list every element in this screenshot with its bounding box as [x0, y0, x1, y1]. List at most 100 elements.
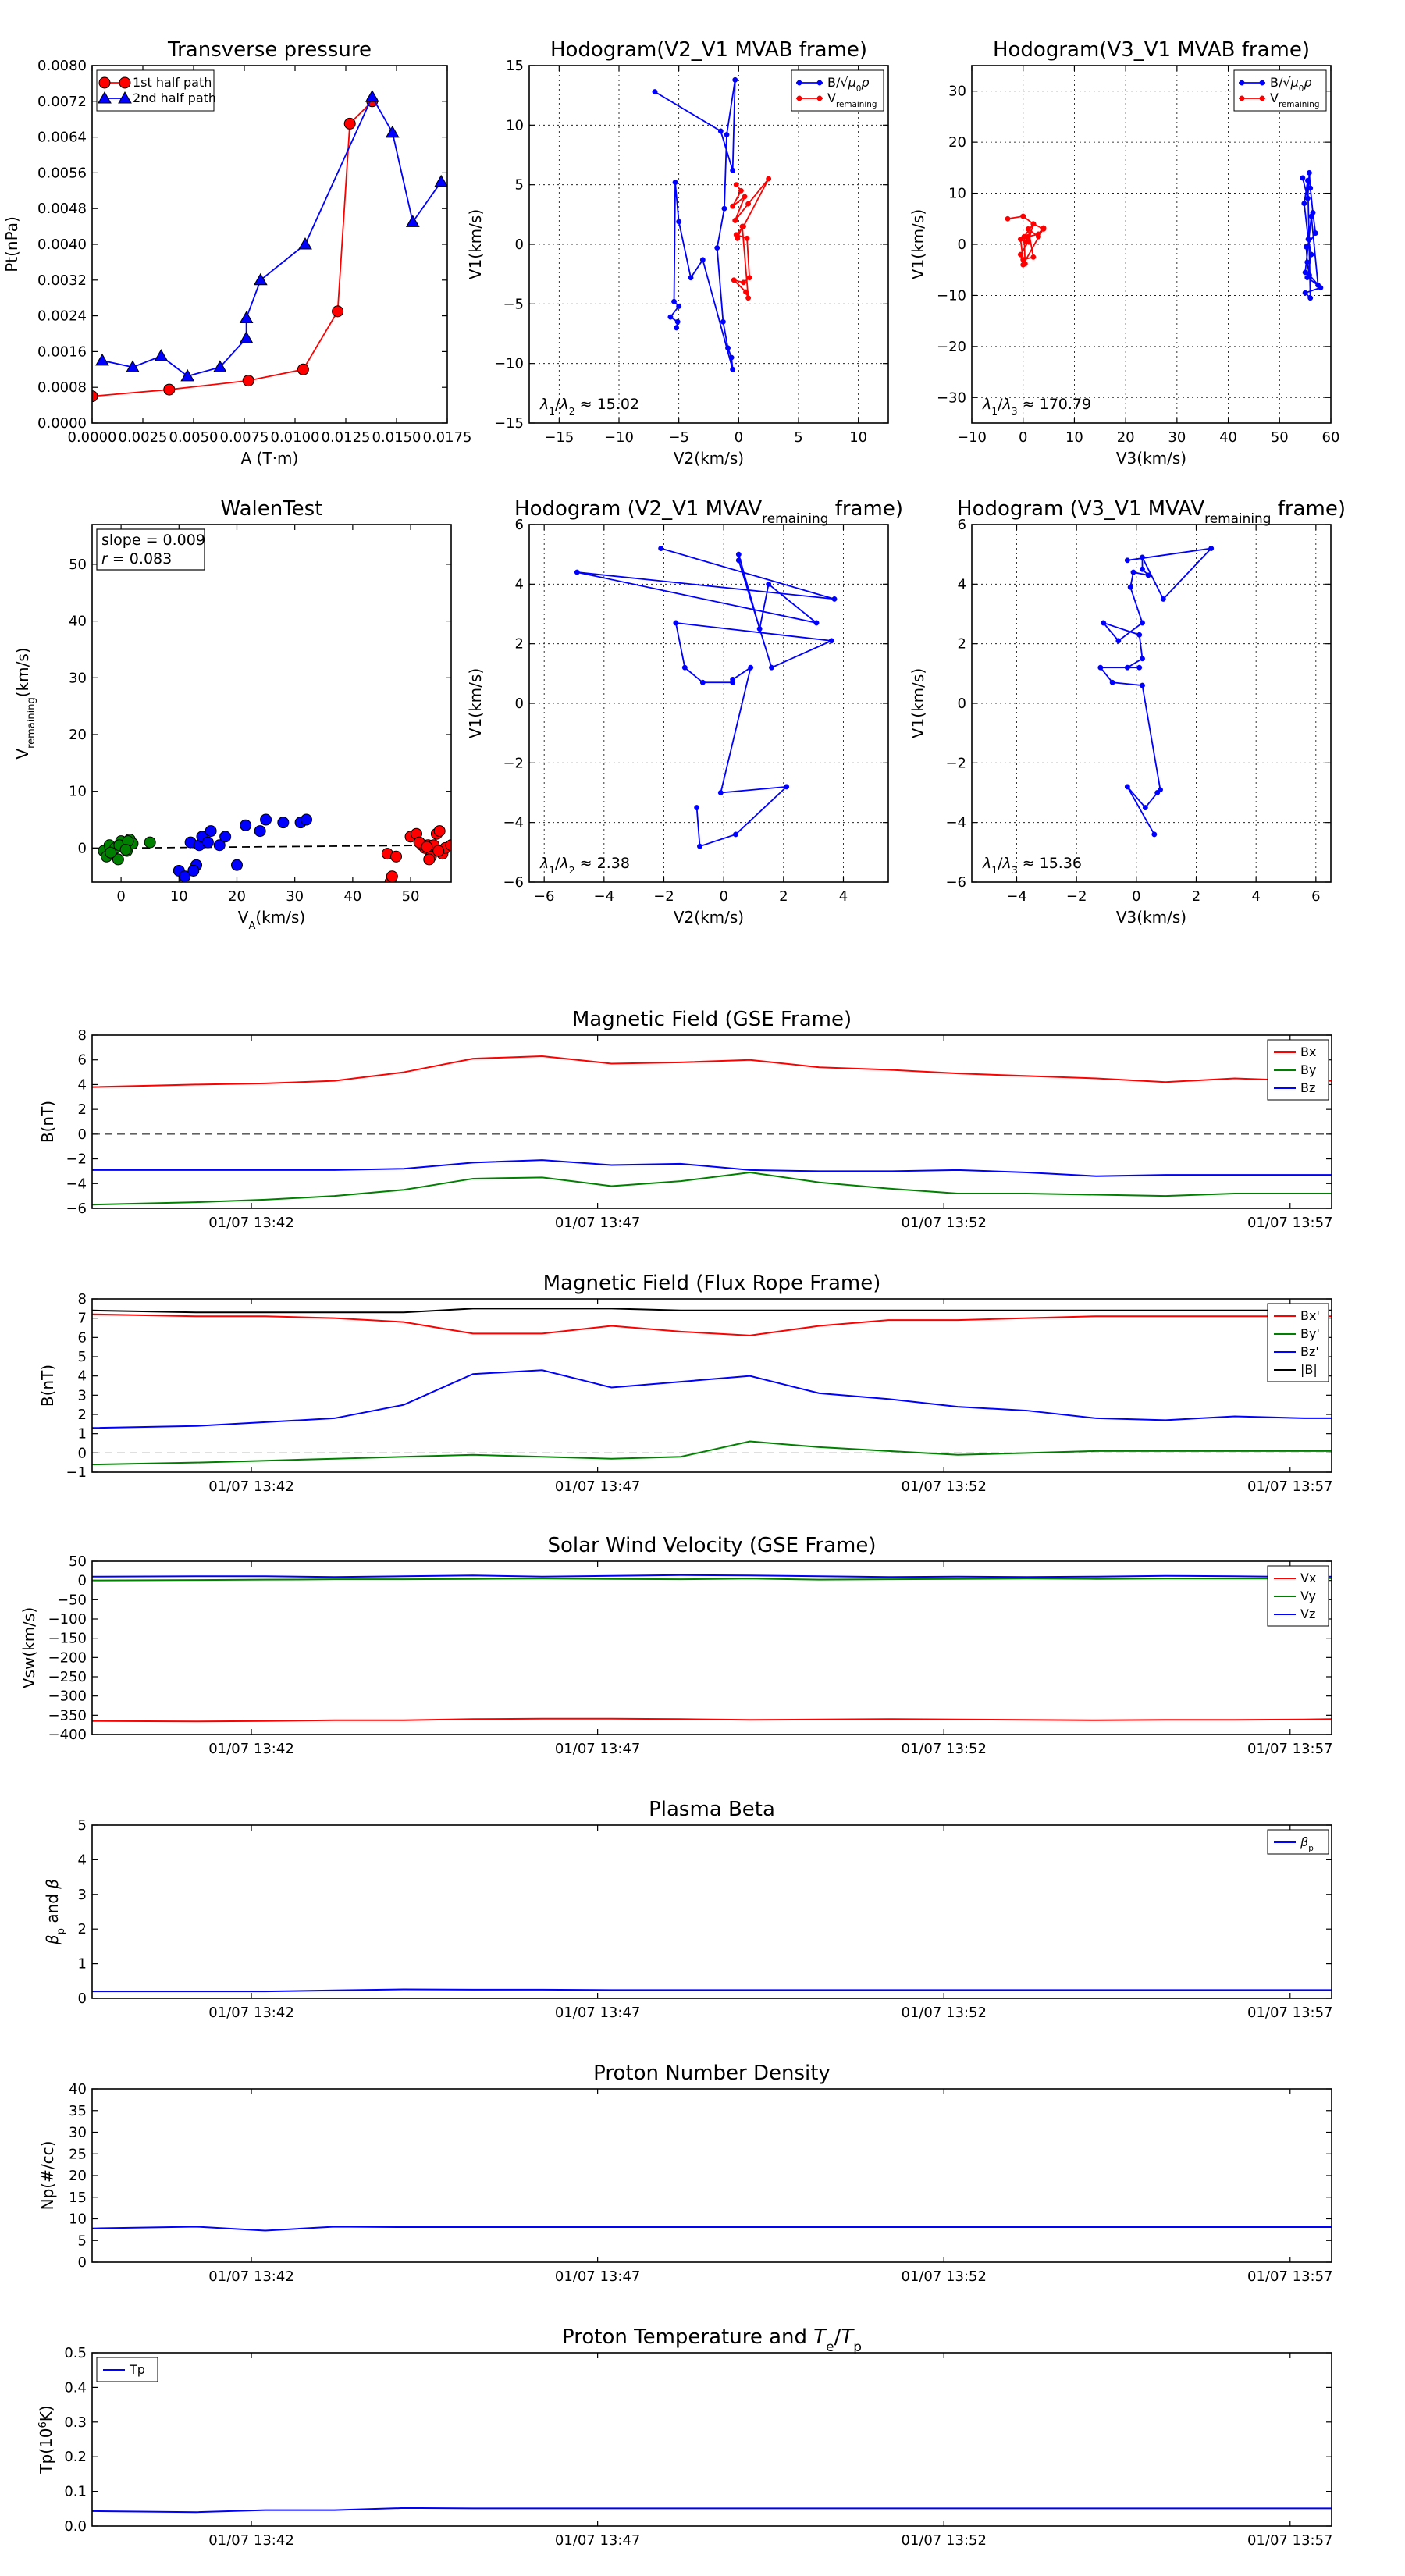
data-point [1308, 251, 1314, 258]
x-tick-label: 0.0100 [271, 429, 320, 446]
data-point [735, 557, 742, 564]
data-point [385, 125, 400, 138]
data-point [1307, 185, 1314, 191]
y-tick-label: −250 [48, 1669, 87, 1685]
x-tick-label: 01/07 13:57 [1247, 2532, 1332, 2549]
legend-label: |B| [1300, 1362, 1318, 1377]
legend-marker [796, 95, 802, 101]
legend: Bx' By' Bz' |B| [1267, 1303, 1329, 1382]
x-tick-label: 01/07 13:57 [1247, 2268, 1332, 2285]
data-point [1130, 569, 1136, 575]
y-tick-label: −10 [494, 356, 524, 372]
y-tick-label: −10 [937, 287, 966, 304]
data-point [254, 825, 266, 838]
series-line-Bx [92, 1055, 1332, 1088]
data-point [738, 187, 744, 194]
legend-marker [1239, 95, 1245, 101]
legend-box [1233, 69, 1327, 112]
data-point [163, 383, 176, 396]
data-point [784, 784, 790, 790]
y-tick-label: −4 [503, 815, 524, 831]
data-point [769, 664, 774, 671]
legend-label: B/√μ0ρ [1270, 75, 1312, 94]
x-tick-label: −15 [544, 429, 574, 446]
x-tick-label: 01/07 13:42 [208, 2532, 293, 2549]
data-point [1160, 596, 1166, 602]
data-point [219, 831, 232, 843]
data-point [1145, 572, 1151, 578]
y-tick-label: 0 [958, 237, 966, 253]
x-tick-label: 0.0025 [119, 429, 168, 446]
y-axis-label: V1(km/s) [909, 209, 927, 279]
data-point [1151, 831, 1158, 838]
data-point [748, 664, 754, 671]
data-point [1315, 282, 1321, 288]
data-point [733, 182, 739, 188]
y-tick-label: 4 [958, 576, 966, 592]
panel-hodogram-v2-v1-mvab: −15 −10 −5 0 5 10 −15 −10 −5 0 5 10 15 Hodogram(V2_V1… [466, 38, 889, 468]
panel-title: Proton Number Density [593, 2062, 831, 2085]
panel-title: Transverse pressure [167, 38, 372, 62]
data-point [724, 132, 730, 137]
x-tick-label: 0 [719, 888, 727, 905]
data-point [1308, 213, 1314, 219]
y-tick-label: 1 [78, 1956, 87, 1973]
x-tick-label: 01/07 13:52 [901, 1478, 986, 1495]
series-line-1 [101, 95, 442, 377]
x-tick-label: 01/07 13:52 [901, 1215, 986, 1231]
y-tick-label: 0.0072 [37, 94, 87, 110]
data-point [674, 325, 680, 331]
eigen-ratio-annotation: λ1/λ3 ≈ 170.79 [982, 396, 1091, 417]
data-point [733, 831, 738, 838]
data-point [694, 805, 700, 811]
x-axis-label: V3(km/s) [1116, 449, 1186, 468]
y-tick-label: 0.0016 [37, 343, 87, 360]
panel-hodogram-v3-v1-mvab: −10 0 10 20 30 40 50 60 −30 −20 −10 0 10 20 30 Hodogram… [909, 38, 1339, 468]
y-axis-label: V1(km/s) [909, 668, 927, 738]
data-point [676, 219, 682, 225]
data-point [828, 638, 834, 644]
y-tick-label: 0.0024 [37, 308, 87, 325]
data-point [743, 289, 749, 295]
data-point [1022, 261, 1028, 267]
data-point [260, 813, 272, 826]
x-tick-label: 01/07 13:47 [555, 1478, 640, 1495]
y-tick-label: 0.0008 [37, 379, 87, 396]
data-point [1109, 679, 1115, 685]
legend-marker [118, 91, 132, 104]
data-point [1005, 215, 1011, 222]
x-tick-label: 5 [794, 429, 802, 446]
y-tick-label: −2 [945, 755, 966, 771]
data-point [720, 318, 726, 325]
data-point [658, 546, 664, 551]
y-tick-label: 0 [78, 1126, 87, 1143]
data-point [240, 819, 252, 831]
legend-label: B/√μ0ρ [827, 75, 870, 94]
data-point [714, 245, 720, 251]
y-tick-label: 1 [78, 1426, 87, 1443]
data-layer [92, 1988, 1332, 1993]
data-point [721, 205, 727, 212]
data-point [1101, 620, 1107, 626]
data-point [212, 360, 227, 372]
x-tick-label: 10 [849, 429, 867, 446]
y-tick-label: 0 [515, 237, 524, 253]
data-point [728, 354, 735, 361]
legend: βp [1267, 1829, 1329, 1855]
data-point [730, 677, 736, 682]
y-tick-label: 2 [78, 1407, 87, 1423]
legend-label: By [1300, 1062, 1316, 1077]
data-point [1021, 233, 1027, 240]
data-point [205, 825, 217, 838]
legend-label: βp [1300, 1834, 1314, 1853]
legend-marker [119, 76, 131, 89]
y-tick-label: 0.0000 [37, 415, 87, 432]
data-point [739, 223, 745, 229]
legend-label: Vz [1300, 1606, 1315, 1621]
data-point [445, 839, 451, 852]
data-point [92, 390, 98, 403]
x-axis-label: V2(km/s) [674, 908, 744, 927]
y-tick-label: −400 [48, 1727, 87, 1743]
y-tick-label: 6 [515, 517, 524, 533]
